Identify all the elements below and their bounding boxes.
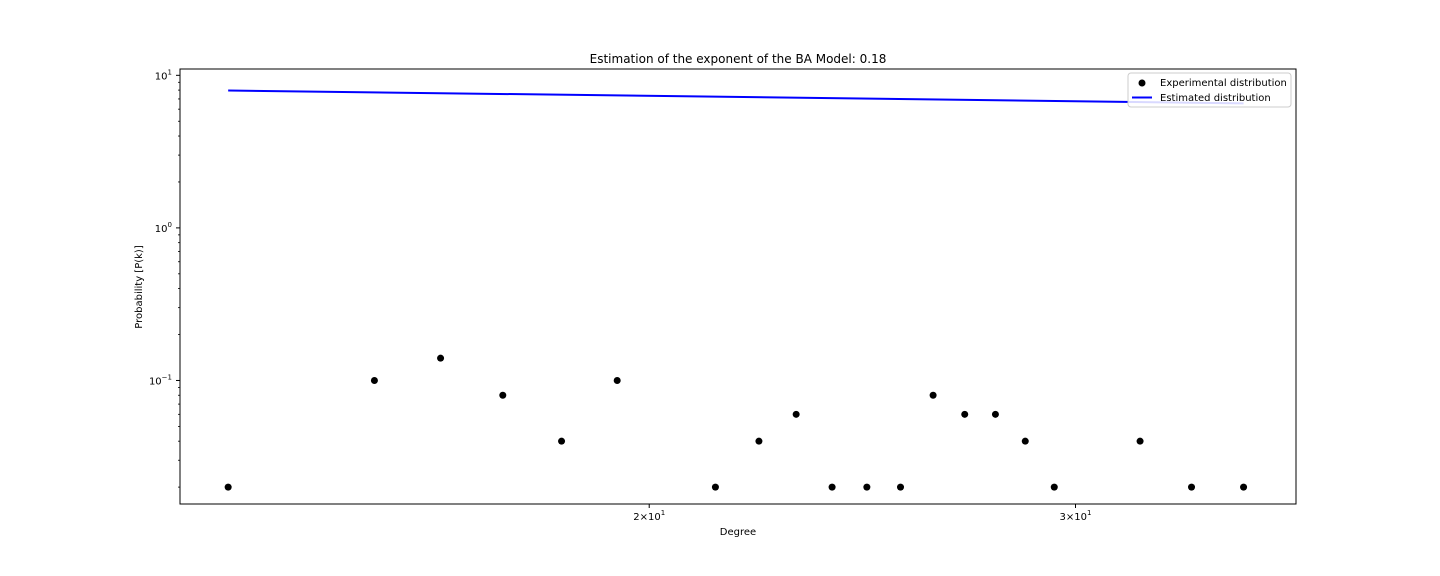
data-point	[897, 483, 905, 491]
data-point	[558, 437, 566, 445]
data-point	[792, 410, 800, 418]
data-point	[613, 376, 621, 384]
plot-area	[224, 89, 1248, 491]
y-tick-label: 101	[155, 68, 172, 82]
data-point	[711, 483, 719, 491]
data-point	[863, 483, 871, 491]
x-axis-label: Degree	[720, 527, 756, 538]
legend-label-experimental: Experimental distribution	[1160, 78, 1287, 89]
data-point	[991, 410, 999, 418]
data-point	[499, 391, 507, 399]
data-point	[1021, 437, 1029, 445]
data-point	[1188, 483, 1196, 491]
data-point	[1240, 483, 1248, 491]
y-axis: 101 100 10−1	[149, 68, 180, 488]
data-point	[755, 437, 763, 445]
y-tick-label: 10−1	[149, 373, 172, 387]
data-point	[1050, 483, 1058, 491]
data-point	[370, 376, 378, 384]
data-point	[929, 391, 937, 399]
axes-frame	[179, 68, 1297, 505]
data-point	[437, 354, 445, 362]
y-axis-label: Probability [P(k)]	[134, 245, 145, 329]
legend-label-estimated: Estimated distribution	[1160, 93, 1271, 104]
estimated-distribution-line	[228, 89, 1244, 105]
legend-box	[1127, 72, 1292, 108]
x-axis: 2×101 3×101	[633, 504, 1091, 523]
x-tick-label: 3×101	[1060, 509, 1092, 523]
chart-title: Estimation of the exponent of the BA Mod…	[590, 52, 887, 66]
legend: Experimental distribution Estimated dist…	[1127, 72, 1292, 108]
x-tick-label: 2×101	[633, 509, 665, 523]
legend-marker-experimental	[1138, 79, 1146, 87]
data-point	[224, 483, 232, 491]
data-point	[828, 483, 836, 491]
y-tick-label: 100	[155, 221, 172, 235]
data-point	[1136, 437, 1144, 445]
data-point	[961, 410, 969, 418]
